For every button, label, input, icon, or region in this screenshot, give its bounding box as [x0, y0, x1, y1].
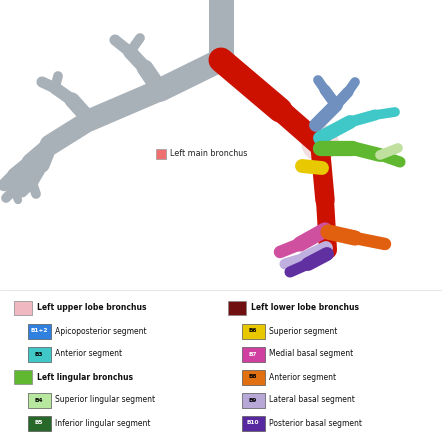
- Text: Superior segment: Superior segment: [269, 327, 337, 335]
- Text: Medial basal segment: Medial basal segment: [269, 350, 353, 358]
- Text: Posterior basal segment: Posterior basal segment: [269, 419, 362, 427]
- Text: B10: B10: [247, 420, 259, 426]
- Text: B9: B9: [249, 397, 257, 403]
- Text: Anterior segment: Anterior segment: [55, 350, 122, 358]
- Text: B3: B3: [35, 351, 43, 357]
- Bar: [14, 370, 32, 384]
- FancyBboxPatch shape: [27, 392, 50, 408]
- Text: B6: B6: [249, 328, 257, 334]
- Bar: [14, 301, 32, 315]
- Text: Inferior lingular segment: Inferior lingular segment: [55, 419, 150, 427]
- Text: B7: B7: [249, 351, 257, 357]
- FancyBboxPatch shape: [27, 415, 50, 431]
- Text: B8: B8: [249, 374, 257, 380]
- Text: Apicoposterior segment: Apicoposterior segment: [55, 327, 147, 335]
- Text: Left lingular bronchus: Left lingular bronchus: [37, 373, 133, 381]
- Text: Lateral basal segment: Lateral basal segment: [269, 396, 355, 404]
- FancyBboxPatch shape: [27, 347, 50, 362]
- Text: Anterior segment: Anterior segment: [269, 373, 336, 381]
- Text: Superior lingular segment: Superior lingular segment: [55, 396, 155, 404]
- Text: B5: B5: [35, 420, 43, 426]
- Text: B1+2: B1+2: [30, 328, 48, 334]
- Text: Left main bronchus: Left main bronchus: [170, 149, 248, 158]
- Text: Left lower lobe bronchus: Left lower lobe bronchus: [251, 304, 359, 312]
- FancyBboxPatch shape: [241, 415, 264, 431]
- Text: B4: B4: [35, 397, 43, 403]
- FancyBboxPatch shape: [241, 347, 264, 362]
- Text: Left upper lobe bronchus: Left upper lobe bronchus: [37, 304, 146, 312]
- FancyBboxPatch shape: [27, 324, 50, 339]
- FancyBboxPatch shape: [241, 392, 264, 408]
- FancyBboxPatch shape: [241, 324, 264, 339]
- Bar: [228, 301, 246, 315]
- Circle shape: [302, 125, 338, 161]
- Bar: [156, 149, 166, 159]
- FancyBboxPatch shape: [241, 370, 264, 385]
